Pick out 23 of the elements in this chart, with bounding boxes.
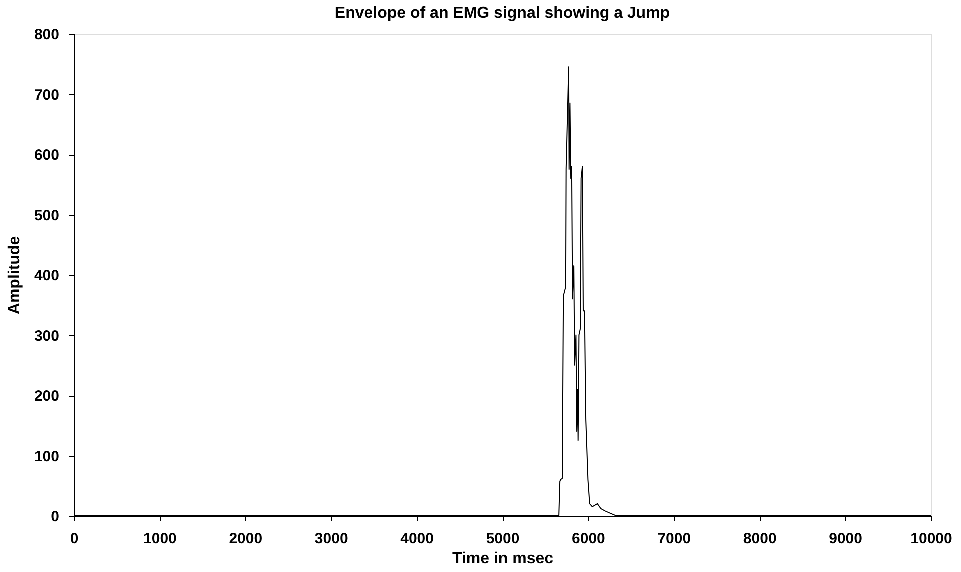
x-axis-title: Time in msec <box>452 550 554 568</box>
y-tick-label: 800 <box>34 26 60 44</box>
x-tick-label: 5000 <box>486 530 520 548</box>
y-tick-label: 100 <box>34 448 60 466</box>
x-tick-label: 1000 <box>144 530 177 548</box>
y-axis-title: Amplitude <box>6 236 24 315</box>
x-tick-label: 4000 <box>400 530 434 548</box>
y-tick-label: 700 <box>34 86 60 104</box>
x-tick-label: 8000 <box>743 530 777 548</box>
x-tick-label: 3000 <box>314 530 348 548</box>
x-tick-label: 7000 <box>658 530 692 548</box>
x-tick-label: 10000 <box>910 530 952 548</box>
x-tick-label: 2000 <box>229 530 263 548</box>
y-tick-label: 300 <box>34 328 60 345</box>
y-tick-label: 600 <box>34 147 60 164</box>
x-tick-label: 0 <box>70 530 79 548</box>
y-tick-label: 400 <box>34 268 60 284</box>
y-tick-label: 500 <box>34 207 60 224</box>
y-tick-label: 0 <box>51 508 60 526</box>
x-tick-label: 9000 <box>829 530 862 548</box>
y-tick-label: 200 <box>34 388 60 405</box>
chart-title: Envelope of an EMG signal showing a Jump <box>334 5 670 22</box>
x-tick-label: 6000 <box>572 530 606 548</box>
